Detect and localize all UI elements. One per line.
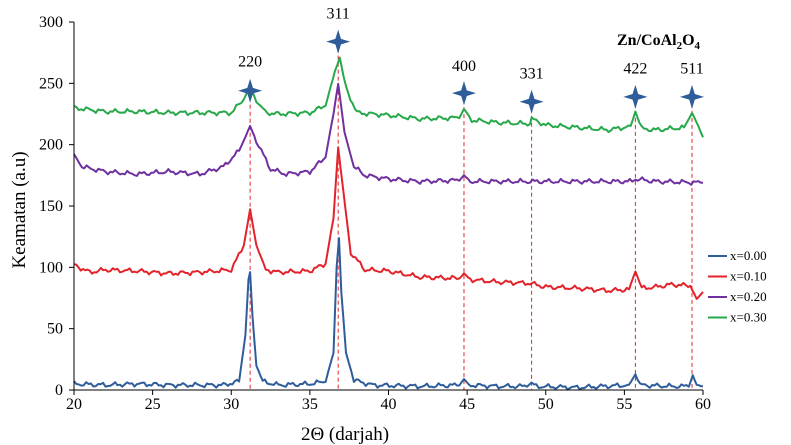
peak-star-marker bbox=[451, 81, 476, 106]
x-tick-label: 60 bbox=[695, 396, 711, 413]
peak-label: 311 bbox=[326, 5, 349, 22]
peak-label: 422 bbox=[623, 61, 647, 78]
y-tick-label: 200 bbox=[39, 137, 63, 154]
peak-star-marker bbox=[623, 84, 648, 109]
y-tick-label: 150 bbox=[39, 198, 63, 215]
peak-star-marker bbox=[679, 84, 704, 109]
y-tick-label: 300 bbox=[39, 14, 63, 31]
peak-label: 220 bbox=[238, 53, 262, 70]
chart-title: Zn/CoAl2O4 bbox=[617, 32, 701, 52]
legend-label: x=0.30 bbox=[730, 310, 767, 325]
x-ticks: 20 25 30 35 40 45 50 55 60 bbox=[66, 390, 711, 413]
peak-reference-lines bbox=[249, 41, 693, 390]
axes bbox=[73, 22, 703, 391]
x-tick-label: 55 bbox=[616, 396, 632, 413]
x-tick-label: 25 bbox=[145, 396, 161, 413]
legend-label: x=0.10 bbox=[730, 269, 767, 284]
title-part-d: 4 bbox=[695, 40, 701, 52]
peak-star-marker bbox=[519, 89, 544, 114]
legend-label: x=0.20 bbox=[730, 289, 767, 304]
title-part-a: Zn/CoAl bbox=[617, 32, 677, 49]
y-tick-label: 0 bbox=[55, 382, 63, 399]
peak-markers: 220 311 400 331 422 511 bbox=[238, 5, 704, 114]
series-lines bbox=[73, 56, 704, 391]
title-part-c: O bbox=[682, 32, 694, 49]
series-line bbox=[73, 56, 704, 138]
x-tick-label: 45 bbox=[459, 396, 475, 413]
series-line bbox=[73, 237, 704, 391]
peak-label: 511 bbox=[680, 61, 703, 78]
series-line bbox=[73, 146, 704, 300]
x-tick-label: 35 bbox=[302, 396, 318, 413]
x-tick-label: 50 bbox=[538, 396, 554, 413]
series-line bbox=[73, 82, 704, 186]
y-ticks: 0 50 100 150 200 250 300 bbox=[39, 14, 74, 399]
legend: x=0.00 x=0.10 x=0.20 x=0.30 bbox=[708, 248, 767, 325]
peak-label: 331 bbox=[520, 66, 544, 83]
legend-label: x=0.00 bbox=[730, 248, 767, 263]
y-tick-label: 50 bbox=[47, 321, 63, 338]
peak-star-marker bbox=[238, 78, 263, 103]
x-axis-title: 2Θ (darjah) bbox=[301, 424, 389, 445]
x-tick-label: 40 bbox=[381, 396, 397, 413]
y-tick-label: 250 bbox=[39, 75, 63, 92]
title-part-b: 2 bbox=[677, 40, 683, 52]
y-axis-title: Keamatan (a.u) bbox=[9, 151, 30, 268]
x-tick-label: 30 bbox=[223, 396, 239, 413]
peak-star-marker bbox=[326, 29, 351, 54]
x-tick-label: 20 bbox=[66, 396, 82, 413]
peak-label: 400 bbox=[452, 58, 476, 75]
y-tick-label: 100 bbox=[39, 259, 63, 276]
